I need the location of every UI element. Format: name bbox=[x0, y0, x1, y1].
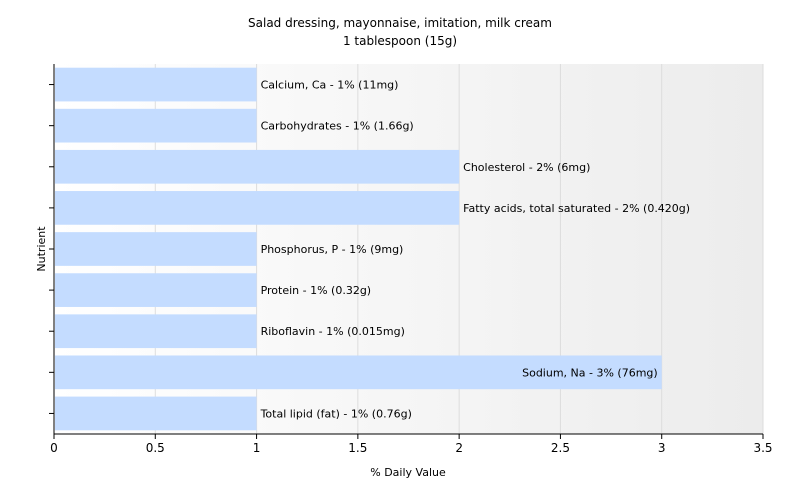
bar bbox=[55, 232, 257, 266]
chart-title: Salad dressing, mayonnaise, imitation, m… bbox=[248, 16, 552, 30]
bar bbox=[55, 273, 257, 307]
bar-label: Total lipid (fat) - 1% (0.76g) bbox=[260, 407, 412, 420]
bar-label: Protein - 1% (0.32g) bbox=[261, 284, 372, 297]
bar bbox=[55, 355, 662, 390]
bar-labels: Calcium, Ca - 1% (11mg) Carbohydrates - 1… bbox=[260, 79, 691, 421]
x-axis-ticks: 0 0.5 1 1.5 2 2.5 3 3.5 bbox=[50, 434, 773, 455]
bar bbox=[55, 314, 257, 349]
bar-label: Cholesterol - 2% (6mg) bbox=[463, 161, 590, 174]
chart-subtitle: 1 tablespoon (15g) bbox=[343, 34, 457, 48]
x-tick-label: 0 bbox=[50, 441, 58, 455]
bar bbox=[55, 191, 460, 225]
bar bbox=[55, 396, 257, 431]
y-axis-title: Nutrient bbox=[35, 226, 48, 272]
bars bbox=[55, 67, 662, 431]
bar-label: Fatty acids, total saturated - 2% (0.420… bbox=[463, 202, 690, 215]
bar-label: Carbohydrates - 1% (1.66g) bbox=[261, 120, 414, 133]
bar-label: Calcium, Ca - 1% (11mg) bbox=[261, 79, 399, 92]
bar bbox=[55, 108, 257, 143]
y-axis-ticks bbox=[49, 84, 54, 414]
bar bbox=[55, 67, 257, 102]
bar-label: Sodium, Na - 3% (76mg) bbox=[522, 366, 658, 379]
x-axis-title: % Daily Value bbox=[370, 466, 446, 479]
x-tick-label: 1 bbox=[253, 441, 261, 455]
x-tick-label: 2 bbox=[455, 441, 463, 455]
x-tick-label: 3.5 bbox=[753, 441, 772, 455]
bar bbox=[55, 149, 460, 184]
bar-label: Phosphorus, P - 1% (9mg) bbox=[261, 243, 404, 256]
bar-label: Riboflavin - 1% (0.015mg) bbox=[261, 325, 405, 338]
x-tick-label: 1.5 bbox=[348, 441, 367, 455]
x-tick-label: 2.5 bbox=[551, 441, 570, 455]
x-tick-label: 3 bbox=[658, 441, 666, 455]
x-tick-label: 0.5 bbox=[146, 441, 165, 455]
